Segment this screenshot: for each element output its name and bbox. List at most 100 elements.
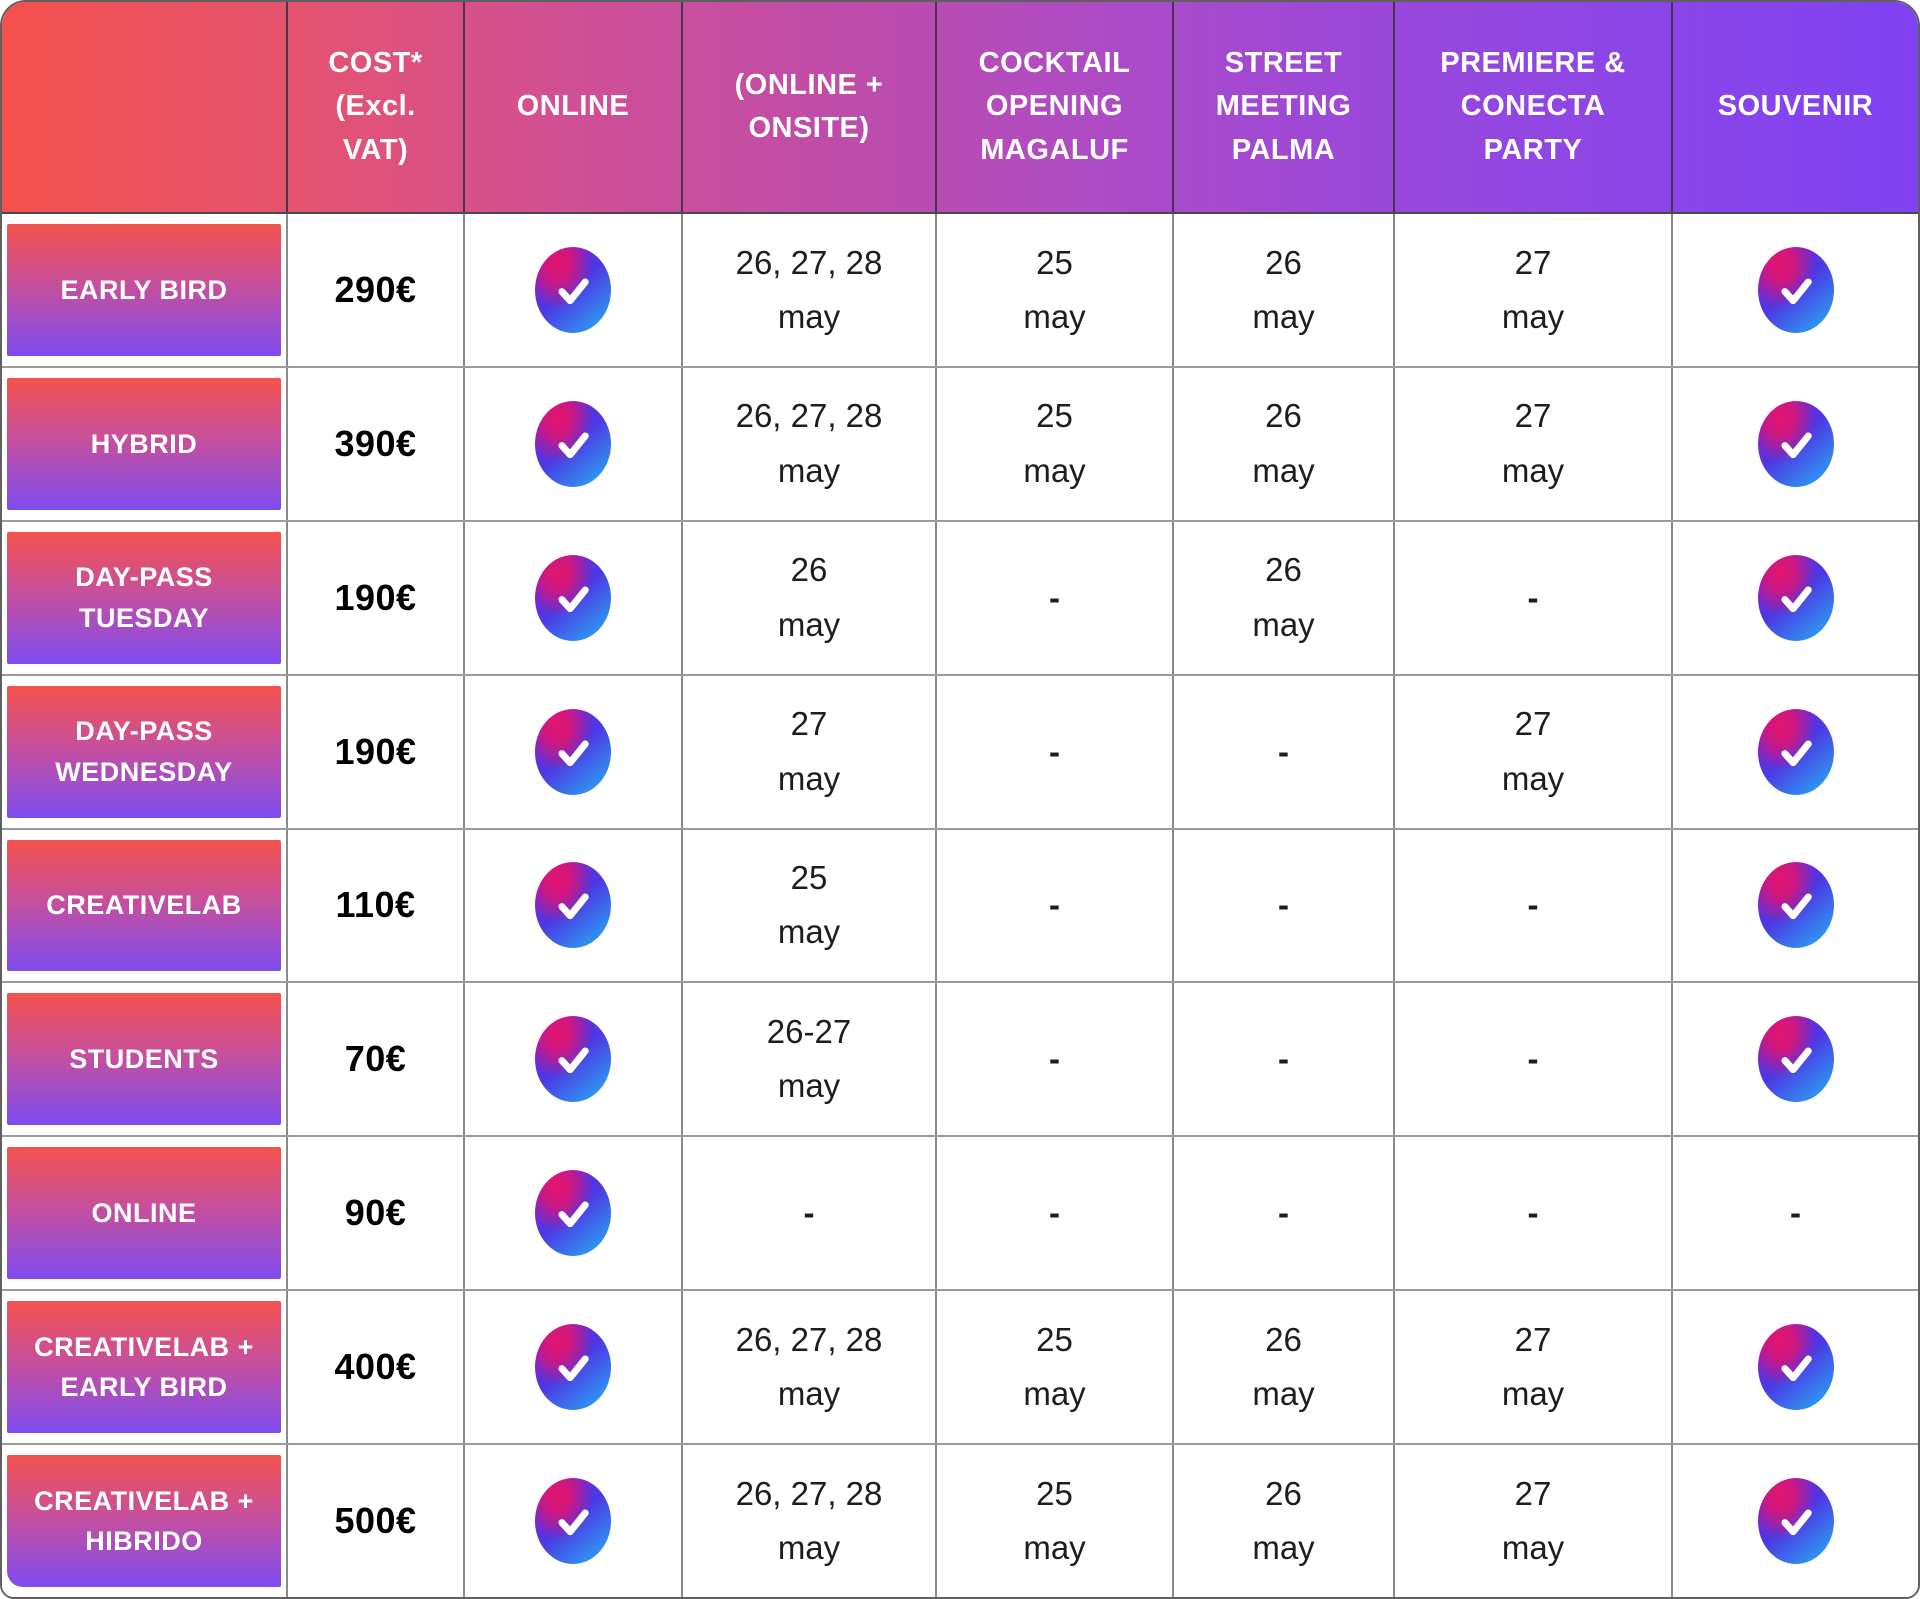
online-cell (465, 1291, 683, 1444)
cost-cell: 290€ (288, 214, 465, 366)
street-cell: - (1174, 829, 1395, 982)
premiere-cell: - (1395, 983, 1673, 1136)
souvenir-cell (1673, 676, 1918, 828)
premiere-cell: 27 may (1395, 1291, 1673, 1444)
plan-chip: STUDENTS (7, 993, 281, 1126)
table-row: STUDENTS 70€ 26-27 may - - - (2, 981, 1918, 1136)
street-cell: - (1174, 983, 1395, 1136)
plan-cell: CREATIVELAB + EARLY BIRD (2, 1291, 288, 1444)
check-circle-icon (535, 708, 611, 795)
premiere-cell: 27 may (1395, 1445, 1673, 1597)
cost-cell: 400€ (288, 1291, 465, 1444)
date-value: 26 may (1252, 397, 1315, 489)
not-included-dash: - (1527, 886, 1539, 924)
date-value: 27 may (1501, 243, 1565, 335)
date-value: 26 may (1252, 1320, 1315, 1413)
date-value: 25 may (1023, 397, 1086, 489)
date-value: 26 may (1252, 243, 1315, 335)
online-cell (465, 1445, 683, 1597)
street-cell: 26 may (1174, 367, 1395, 520)
date-value: 26 may (1252, 1474, 1315, 1567)
date-value: 26, 27, 28 may (735, 1320, 883, 1413)
date-value: 25 may (1023, 1474, 1086, 1567)
date-value: 27 may (1501, 705, 1565, 797)
souvenir-cell (1673, 1291, 1918, 1443)
street-cell: 26 may (1174, 1291, 1395, 1444)
souvenir-cell (1673, 368, 1918, 520)
online-onsite-cell: 26 may (683, 521, 937, 674)
cost-value: 400€ (334, 1346, 417, 1388)
not-included-dash: - (1049, 886, 1060, 924)
cost-cell: 70€ (288, 983, 465, 1136)
street-cell: 26 may (1174, 214, 1395, 366)
street-cell: - (1174, 675, 1395, 828)
date-value: 25 may (1023, 1320, 1086, 1413)
table-row: CREATIVELAB 110€ 25 may - - - (2, 827, 1918, 982)
souvenir-cell (1673, 983, 1918, 1135)
online-onsite-cell: 26, 27, 28 may (683, 1445, 937, 1597)
cost-cell: 90€ (288, 1137, 465, 1290)
premiere-cell: - (1395, 1137, 1673, 1290)
date-value: 25 may (777, 859, 841, 951)
table-row: EARLY BIRD 290€ 26, 27, 28 may 25 may 26 may… (2, 212, 1918, 366)
not-included-dash: - (1049, 578, 1060, 616)
not-included-dash: - (1049, 1194, 1060, 1232)
premiere-cell: 27 may (1395, 367, 1673, 520)
online-cell (465, 983, 683, 1136)
online-onsite-cell: 25 may (683, 829, 937, 982)
cost-value: 190€ (334, 730, 417, 772)
not-included-dash: - (1278, 1040, 1289, 1078)
plan-chip: CREATIVELAB + EARLY BIRD (7, 1301, 281, 1434)
plan-cell: ONLINE (2, 1137, 288, 1290)
souvenir-cell (1673, 1445, 1918, 1597)
plan-chip: HYBRID (7, 377, 281, 510)
cost-cell: 110€ (288, 829, 465, 982)
cocktail-cell: 25 may (937, 1291, 1174, 1444)
check-circle-icon (1757, 554, 1834, 641)
online-cell (465, 675, 683, 828)
plan-cell: HYBRID (2, 367, 288, 520)
table-header-row: COST* (Excl. VAT) ONLINE (ONLINE + ONSITE)… (2, 2, 1918, 212)
check-circle-icon (535, 554, 611, 641)
date-value: 26-27 may (766, 1012, 852, 1105)
not-included-dash: - (1278, 1194, 1289, 1232)
not-included-dash: - (1049, 732, 1060, 770)
check-circle-icon (535, 1016, 611, 1103)
online-onsite-cell: 26, 27, 28 may (683, 214, 937, 366)
check-circle-icon (1757, 862, 1834, 949)
street-cell: 26 may (1174, 521, 1395, 674)
online-onsite-cell: - (683, 1137, 937, 1290)
table-row: HYBRID 390€ 26, 27, 28 may 25 may 26 may 27 m… (2, 365, 1918, 520)
not-included-dash: - (1527, 1040, 1539, 1078)
not-included-dash: - (1790, 1194, 1801, 1232)
table-row: ONLINE 90€ - - - - - (2, 1135, 1918, 1290)
cost-value: 90€ (344, 1192, 407, 1234)
header-cell-plan (2, 2, 288, 212)
cocktail-cell: - (937, 675, 1174, 828)
header-cell-cost: COST* (Excl. VAT) (288, 2, 465, 212)
date-value: 27 may (777, 705, 841, 797)
online-onsite-cell: 26, 27, 28 may (683, 367, 937, 520)
not-included-dash: - (1527, 578, 1539, 616)
online-cell (465, 367, 683, 520)
check-circle-icon (535, 400, 611, 487)
check-circle-icon (1757, 1478, 1834, 1565)
table-row: DAY-PASS TUESDAY 190€ 26 may - 26 may - (2, 519, 1918, 674)
premiere-cell: 27 may (1395, 675, 1673, 828)
check-circle-icon (535, 862, 611, 949)
plan-cell: DAY-PASS WEDNESDAY (2, 675, 288, 828)
not-included-dash: - (803, 1194, 815, 1232)
cost-value: 110€ (335, 884, 416, 926)
cocktail-cell: 25 may (937, 367, 1174, 520)
cocktail-cell: - (937, 1137, 1174, 1290)
plan-chip: DAY-PASS TUESDAY (7, 531, 281, 664)
cocktail-cell: - (937, 521, 1174, 674)
cost-value: 190€ (334, 576, 417, 618)
online-onsite-cell: 27 may (683, 675, 937, 828)
plan-cell: CREATIVELAB (2, 829, 288, 982)
header-cell-street: STREET MEETING PALMA (1174, 2, 1395, 212)
not-included-dash: - (1278, 886, 1289, 924)
premiere-cell: - (1395, 829, 1673, 982)
check-circle-icon (535, 246, 611, 333)
date-value: 27 may (1501, 1474, 1565, 1567)
